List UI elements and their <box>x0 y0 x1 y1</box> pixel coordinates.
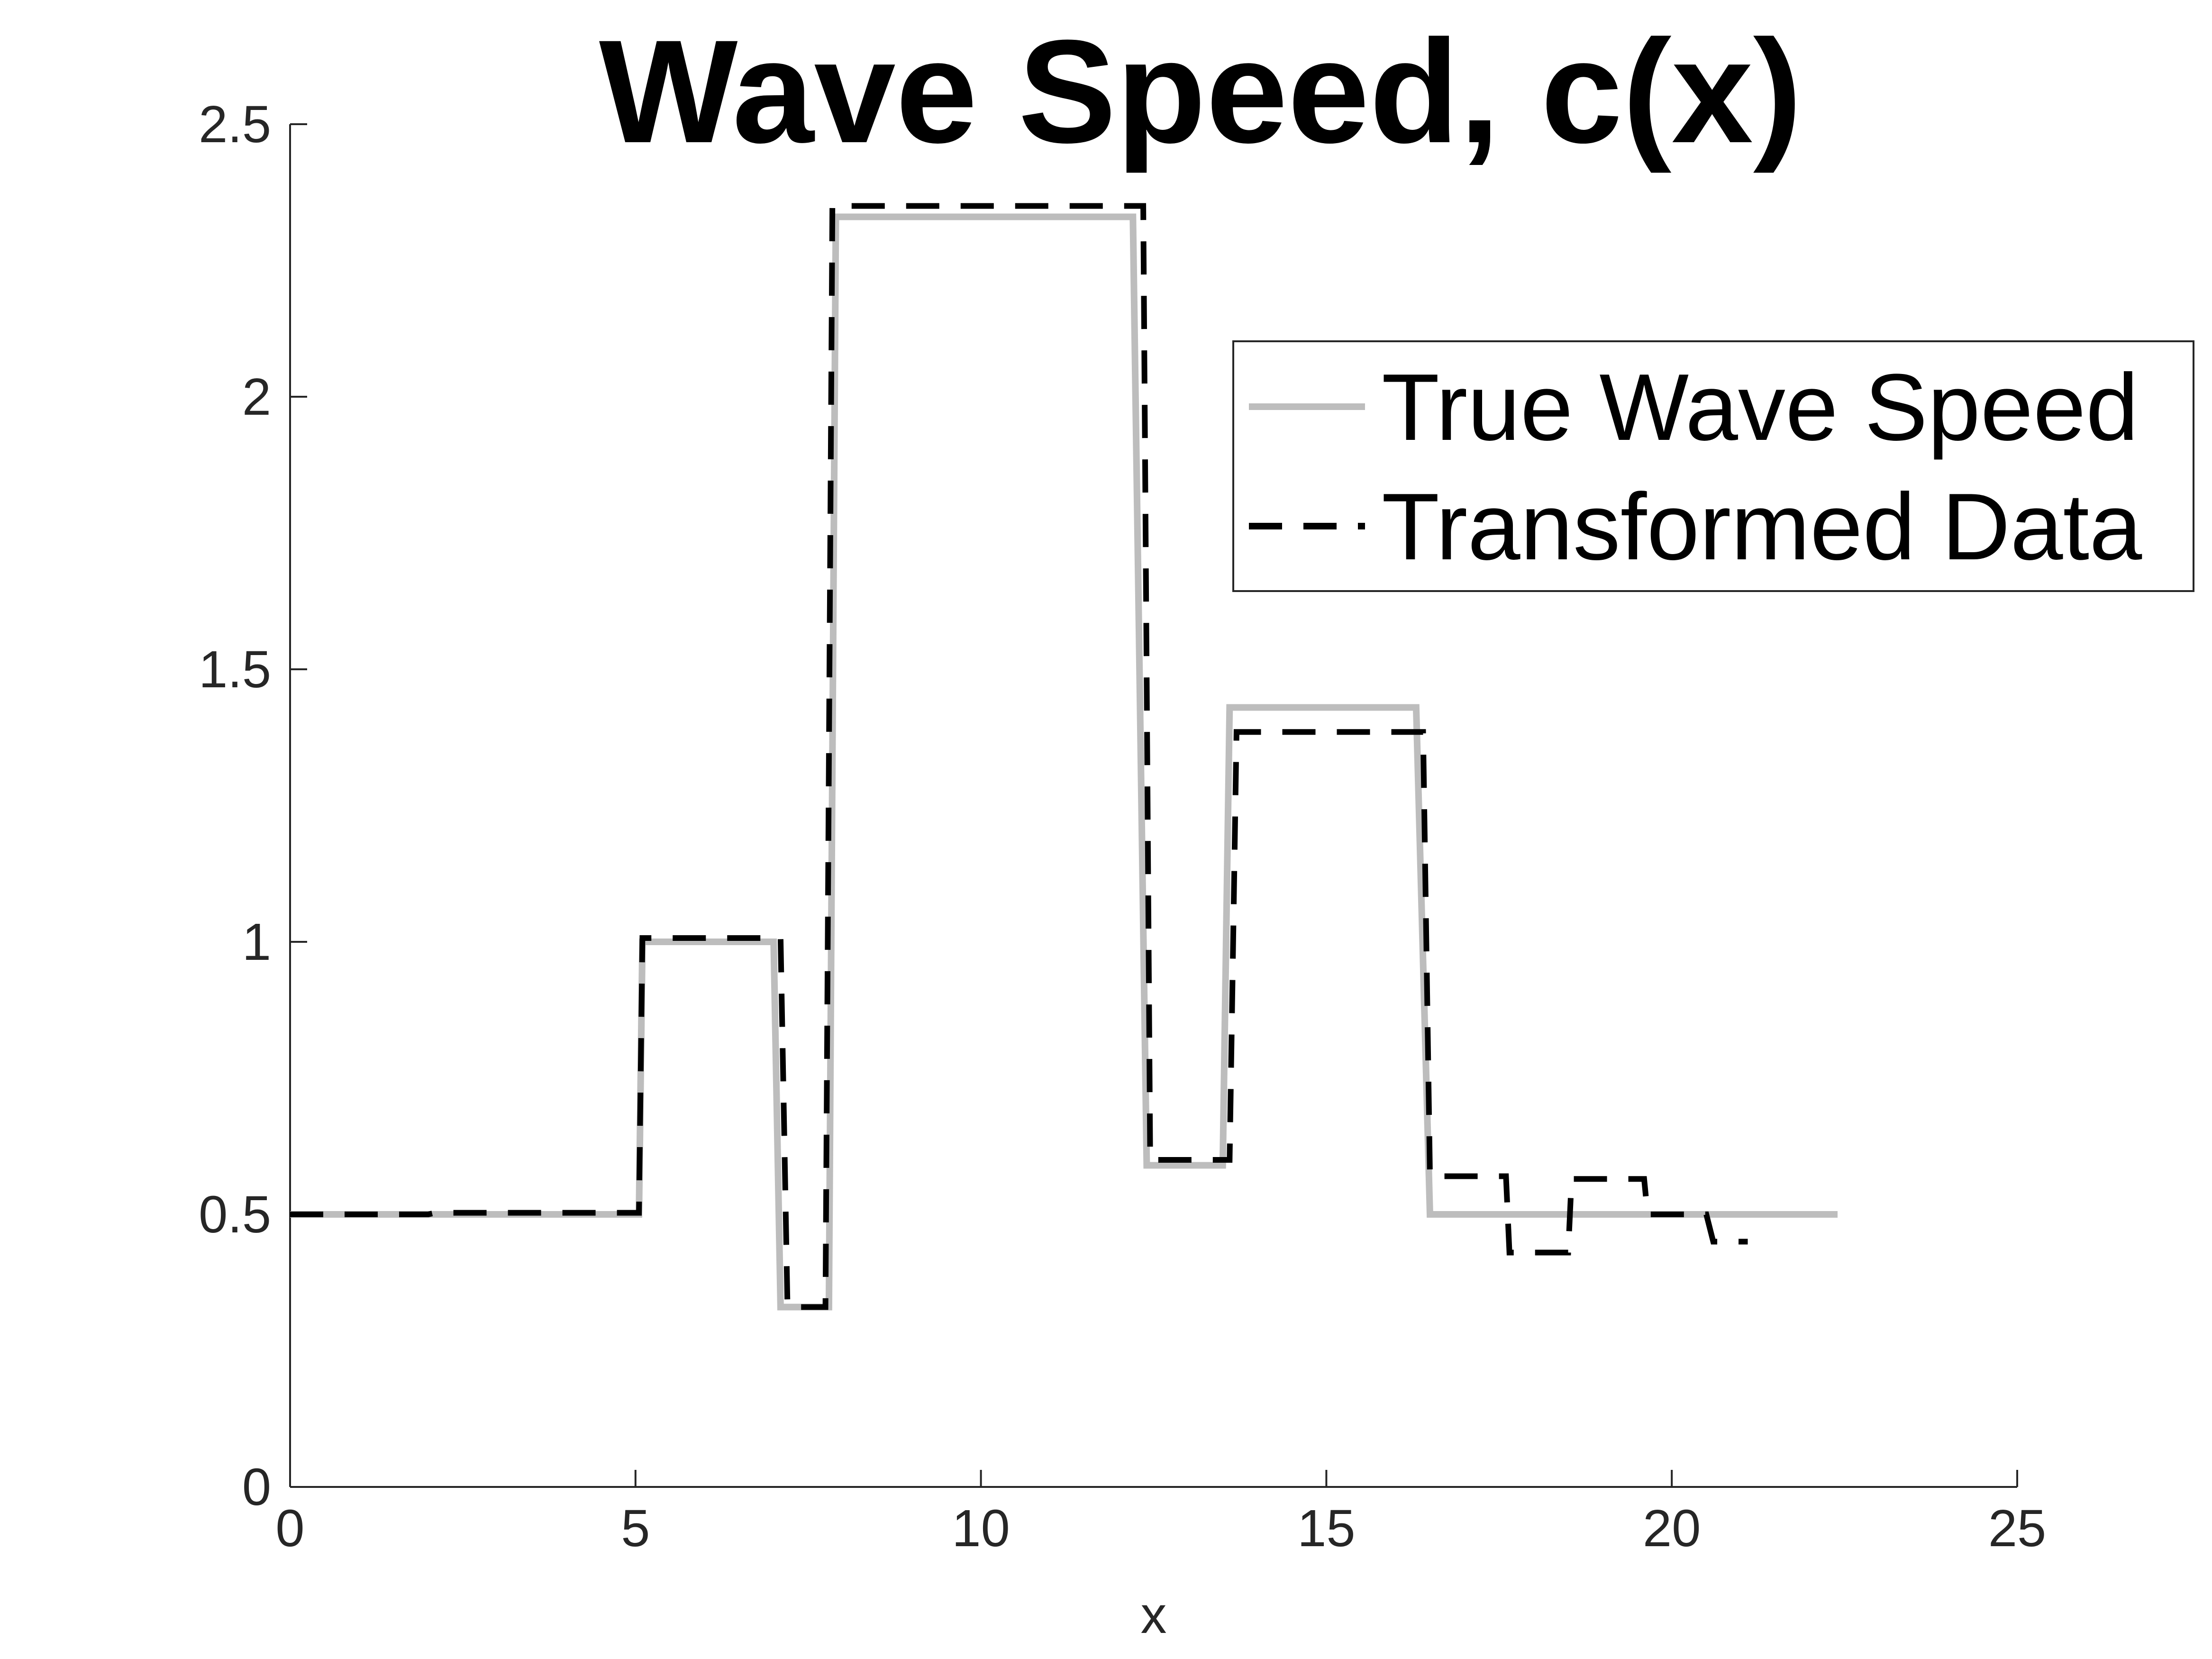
x-tick-label: 15 <box>1297 1499 1355 1558</box>
y-tick-label: 0 <box>242 1458 271 1516</box>
series-line-transformed-data <box>290 203 1748 1310</box>
y-tick-label: 2.5 <box>199 95 271 154</box>
x-axis-label: x <box>1141 1586 1167 1644</box>
y-tick-label: 1.5 <box>199 640 271 699</box>
legend-box <box>1232 340 2194 592</box>
x-tick-label: 10 <box>952 1499 1010 1558</box>
axes: 0 5 10 15 20 25 0 0.5 1 1.5 2 2.5 x <box>199 95 2046 1644</box>
chart-title: Wave Speed, c(x) <box>599 9 1802 174</box>
legend-label-transformed-data: Transformed Data <box>1382 474 2142 580</box>
x-tick-label: 0 <box>275 1499 304 1558</box>
legend: True Wave Speed Transformed Data <box>1232 340 2194 592</box>
series-line-true-wave-speed <box>290 213 1838 1311</box>
y-tick-label: 2 <box>242 368 271 426</box>
x-tick-label: 20 <box>1643 1499 1701 1558</box>
series-layer <box>290 203 1838 1311</box>
x-tick-label: 25 <box>1988 1499 2046 1558</box>
y-tick-label: 0.5 <box>199 1185 271 1244</box>
x-tick-label: 5 <box>621 1499 650 1558</box>
legend-label-true-wave-speed: True Wave Speed <box>1382 355 2139 460</box>
y-tick-label: 1 <box>242 913 271 971</box>
